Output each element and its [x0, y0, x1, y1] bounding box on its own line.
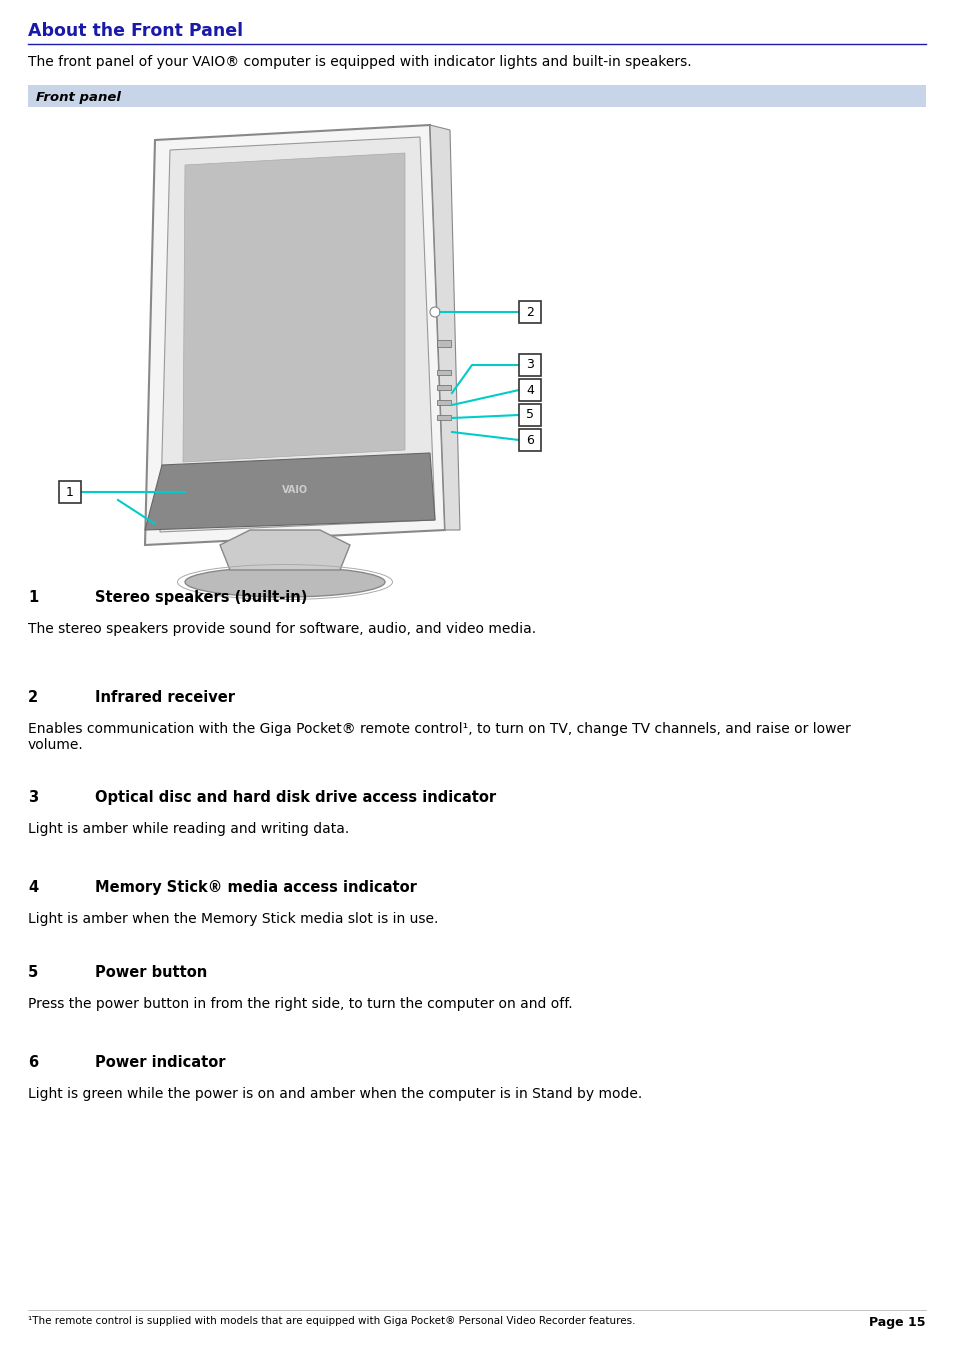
Text: 3: 3: [28, 790, 38, 805]
Text: 3: 3: [525, 358, 534, 372]
Text: The front panel of your VAIO® computer is equipped with indicator lights and bui: The front panel of your VAIO® computer i…: [28, 55, 691, 69]
Text: 1: 1: [66, 485, 74, 499]
Polygon shape: [183, 153, 405, 462]
Bar: [436, 370, 451, 376]
Bar: [518, 380, 540, 401]
Ellipse shape: [185, 567, 385, 597]
Text: 1: 1: [28, 590, 38, 605]
Text: 2: 2: [525, 305, 534, 319]
Text: Page 15: Page 15: [868, 1316, 925, 1329]
Text: Power button: Power button: [95, 965, 207, 979]
Text: Light is amber while reading and writing data.: Light is amber while reading and writing…: [28, 821, 349, 836]
Polygon shape: [160, 136, 435, 532]
Polygon shape: [145, 126, 444, 544]
Bar: [436, 415, 451, 420]
Bar: [436, 385, 451, 390]
Text: 5: 5: [525, 408, 534, 422]
Text: VAIO: VAIO: [282, 485, 308, 494]
Bar: [518, 430, 540, 451]
Polygon shape: [430, 126, 459, 530]
Text: 2: 2: [28, 690, 38, 705]
Text: Memory Stick® media access indicator: Memory Stick® media access indicator: [95, 880, 416, 894]
Bar: [59, 481, 81, 503]
Bar: [518, 404, 540, 426]
Bar: [28, 85, 925, 107]
Text: Enables communication with the Giga Pocket® remote control¹, to turn on TV, chan: Enables communication with the Giga Pock…: [28, 721, 850, 753]
Text: 5: 5: [28, 965, 38, 979]
Text: Front panel: Front panel: [36, 92, 121, 104]
Text: The stereo speakers provide sound for software, audio, and video media.: The stereo speakers provide sound for so…: [28, 621, 536, 636]
Text: Press the power button in from the right side, to turn the computer on and off.: Press the power button in from the right…: [28, 997, 572, 1011]
Text: 4: 4: [525, 384, 534, 396]
Bar: [518, 354, 540, 376]
Text: About the Front Panel: About the Front Panel: [28, 22, 243, 41]
Polygon shape: [145, 453, 435, 530]
Text: 6: 6: [525, 434, 534, 446]
Bar: [436, 400, 451, 405]
Polygon shape: [220, 530, 350, 570]
Text: 6: 6: [28, 1055, 38, 1070]
Text: Stereo speakers (built-in): Stereo speakers (built-in): [95, 590, 307, 605]
Bar: [436, 340, 451, 347]
Text: Light is amber when the Memory Stick media slot is in use.: Light is amber when the Memory Stick med…: [28, 912, 438, 925]
Text: 4: 4: [28, 880, 38, 894]
Text: Power indicator: Power indicator: [95, 1055, 225, 1070]
Text: ¹The remote control is supplied with models that are equipped with Giga Pocket® : ¹The remote control is supplied with mod…: [28, 1316, 635, 1325]
Bar: [518, 301, 540, 323]
Text: Infrared receiver: Infrared receiver: [95, 690, 234, 705]
Text: Light is green while the power is on and amber when the computer is in Stand by : Light is green while the power is on and…: [28, 1088, 641, 1101]
Text: Optical disc and hard disk drive access indicator: Optical disc and hard disk drive access …: [95, 790, 496, 805]
Circle shape: [430, 307, 439, 317]
